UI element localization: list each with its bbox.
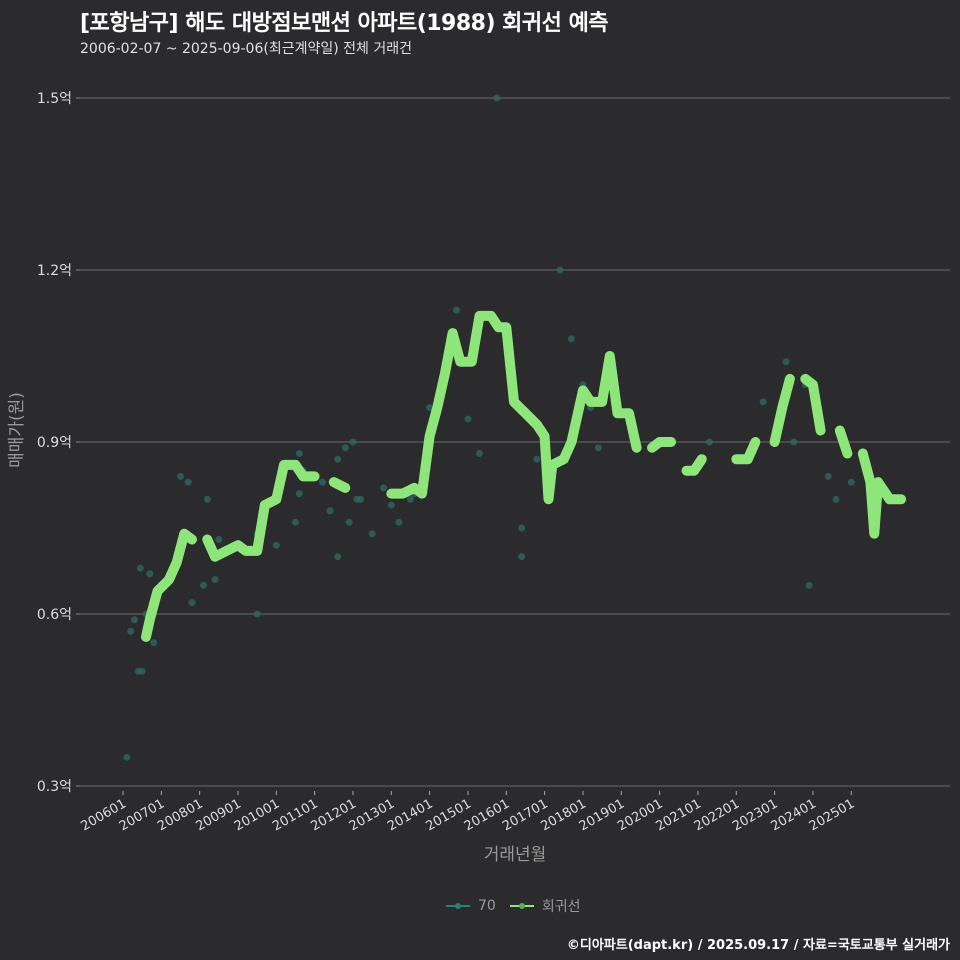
y-tick-label: 0.6억 — [37, 607, 72, 623]
legend-swatch-icon — [509, 903, 534, 909]
chart-subtitle: 2006-02-07 ~ 2025-09-06(최근계약일) 전체 거래건 — [80, 41, 412, 57]
y-tick-label: 0.3억 — [37, 779, 72, 795]
y-tick-label: 1.5억 — [37, 91, 72, 107]
scatter-series — [123, 94, 878, 761]
regression-series — [141, 310, 907, 642]
legend-swatch-icon — [446, 903, 470, 909]
footer-credit: ©디아파트(dapt.kr) / 2025.09.17 / 자료=국토교통부 실… — [566, 938, 950, 953]
chart-legend: 70 회귀선 — [446, 896, 586, 916]
y-axis-label: 매매가(원) — [7, 392, 27, 468]
y-tick-label: 1.2억 — [37, 263, 72, 279]
x-axis-label: 거래년월 — [484, 845, 547, 865]
chart-title: [포항남구] 해도 대방점보맨션 아파트(1988) 회귀선 예측 — [80, 11, 609, 36]
y-tick-label: 0.9억 — [37, 435, 72, 451]
legend-item-regression: 회귀선 — [509, 896, 581, 916]
legend-label: 회귀선 — [541, 899, 581, 915]
legend-label: 70 — [478, 898, 496, 914]
legend-item-70: 70 — [446, 898, 496, 914]
